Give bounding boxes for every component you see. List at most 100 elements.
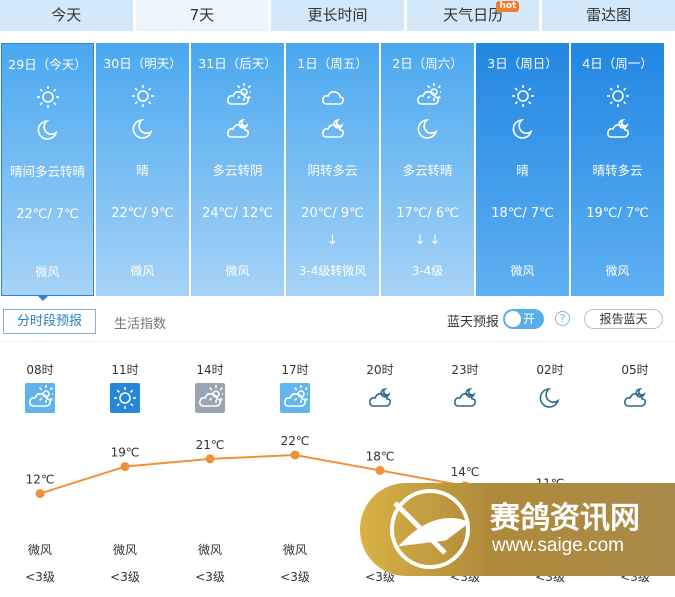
wind-direction-icon: ↓ <box>327 233 338 248</box>
temp-point <box>120 462 130 472</box>
day-date: 31日（后天） <box>198 56 277 71</box>
day-weather: 阴转多云 <box>307 163 358 178</box>
hour-time: 02时 <box>536 363 564 377</box>
divider <box>0 341 675 342</box>
day-card[interactable]: 30日（明天） 晴 22℃/ 9℃ 微风 <box>96 43 189 296</box>
cloud-moon-icon <box>450 383 480 413</box>
cloud-sun-icon <box>280 383 310 413</box>
temp-label: 18℃ <box>366 449 395 463</box>
tab-label: 雷达图 <box>586 6 632 24</box>
tab-3[interactable]: 天气日历 hot <box>406 0 540 31</box>
day-wind: 3-4级转微风 <box>298 264 367 278</box>
bluesky-label: 蓝天预报 <box>447 315 500 330</box>
day-weather: 晴转多云 <box>592 163 643 178</box>
wind-direction-icon: ↓ ↓ <box>414 233 441 248</box>
moon-icon <box>96 116 189 142</box>
watermark-url: www.saige.com <box>492 535 624 556</box>
hour-wind: 微风 <box>27 543 52 557</box>
day-card[interactable]: 4日（周一） 晴转多云 19℃/ 7℃ 微风 <box>571 43 664 296</box>
day-temp: 20℃/ 9℃ <box>301 206 364 221</box>
day-date: 3日（周日） <box>487 56 558 71</box>
day-date: 2日（周六） <box>392 56 463 71</box>
cloud-sun-icon <box>381 83 474 109</box>
watermark-logo: 赛鸽资讯网 www.saige.com <box>360 483 675 576</box>
hour-time: 23时 <box>451 363 479 377</box>
temp-label: 19℃ <box>111 446 140 460</box>
day-card[interactable]: 2日（周六） 多云转晴 17℃/ 6℃ ↓ ↓ 3-4级 <box>381 43 474 296</box>
hour-time: 11时 <box>111 363 139 377</box>
day-date: 1日（周五） <box>297 56 368 71</box>
tab-hourly-forecast[interactable]: 分时段预报 <box>3 309 96 334</box>
tab-label: 天气日历 <box>443 6 504 24</box>
seven-day-forecast: 29日（今天） 晴间多云转晴 22℃/ 7℃ 微风 30日（明天） 晴 22℃/ … <box>1 43 664 296</box>
selected-pointer <box>37 295 49 301</box>
help-icon[interactable]: ? <box>555 311 570 326</box>
day-card[interactable]: 29日（今天） 晴间多云转晴 22℃/ 7℃ 微风 <box>1 43 94 296</box>
day-weather: 晴 <box>516 163 529 178</box>
sun-icon <box>476 83 569 109</box>
hour-wind-level: <3级 <box>25 570 55 584</box>
day-card[interactable]: 1日（周五） 阴转多云 20℃/ 9℃ ↓ 3-4级转微风 <box>286 43 379 296</box>
temp-point <box>290 450 300 460</box>
temp-point <box>375 465 385 475</box>
hour-wind-level: <3级 <box>195 570 225 584</box>
cloud-moon-icon <box>620 383 650 413</box>
temp-point <box>35 489 45 499</box>
day-temp: 22℃/ 9℃ <box>111 206 174 221</box>
day-weather: 多云转阴 <box>212 163 263 178</box>
cloud-moon-icon <box>191 116 284 142</box>
day-wind: 微风 <box>605 264 630 278</box>
day-wind: 微风 <box>510 264 535 278</box>
hour-wind-level: <3级 <box>365 570 395 584</box>
moon-icon <box>381 116 474 142</box>
temp-label: 22℃ <box>281 434 310 448</box>
hour-time: 05时 <box>621 363 649 377</box>
tab-life-index[interactable]: 生活指数 <box>114 317 167 332</box>
tab-label: 7天 <box>189 6 215 24</box>
day-date: 4日（周一） <box>582 56 653 71</box>
tab-4[interactable]: 雷达图 <box>542 0 675 31</box>
cloud-moon-icon <box>365 383 395 413</box>
temp-label: 21℃ <box>196 438 225 452</box>
hot-badge: hot <box>496 1 520 12</box>
day-wind: 3-4级 <box>411 264 444 278</box>
cloud-sun-icon <box>25 383 55 413</box>
day-date: 29日（今天） <box>8 57 87 72</box>
day-date: 30日（明天） <box>103 56 182 71</box>
tab-0[interactable]: 今天 <box>0 0 133 31</box>
day-wind: 微风 <box>225 264 250 278</box>
hour-wind: 微风 <box>112 543 137 557</box>
hour-time: 08时 <box>26 363 54 377</box>
hour-time: 20时 <box>366 363 394 377</box>
day-weather: 多云转晴 <box>402 163 453 178</box>
hour-time: 14时 <box>196 363 224 377</box>
hour-time: 17时 <box>281 363 309 377</box>
day-card[interactable]: 3日（周日） 晴 18℃/ 7℃ 微风 <box>476 43 569 296</box>
hourly-temp-chart: 12℃19℃21℃22℃18℃14℃11℃ <box>26 434 564 502</box>
moon-icon <box>535 383 565 413</box>
day-weather: 晴 <box>136 163 149 178</box>
temp-point <box>205 454 215 464</box>
tab-1[interactable]: 7天 <box>135 0 269 31</box>
tab-label: 今天 <box>51 6 82 24</box>
moon-icon <box>476 116 569 142</box>
hour-wind: 微风 <box>197 543 222 557</box>
temp-label: 14℃ <box>451 465 480 479</box>
day-wind: 微风 <box>35 265 60 279</box>
day-wind: 微风 <box>130 264 155 278</box>
sun-icon <box>571 83 664 109</box>
tab-2[interactable]: 更长时间 <box>271 0 404 31</box>
hour-wind: 微风 <box>282 543 307 557</box>
report-bluesky-button[interactable]: 报告蓝天 <box>584 309 663 329</box>
day-weather: 晴间多云转晴 <box>9 164 85 179</box>
bluesky-toggle[interactable]: 开 <box>503 309 544 329</box>
day-temp: 18℃/ 7℃ <box>491 206 554 221</box>
day-temp: 24℃/ 12℃ <box>202 206 273 221</box>
moon-icon <box>2 117 93 143</box>
day-card[interactable]: 31日（后天） 多云转阴 24℃/ 12℃ 微风 <box>191 43 284 296</box>
hour-wind-level: <3级 <box>280 570 310 584</box>
day-temp: 22℃/ 7℃ <box>16 207 79 222</box>
cloud-sun-icon <box>195 383 225 413</box>
cloud-sun-icon <box>191 83 284 109</box>
cloud-moon-icon <box>286 116 379 142</box>
